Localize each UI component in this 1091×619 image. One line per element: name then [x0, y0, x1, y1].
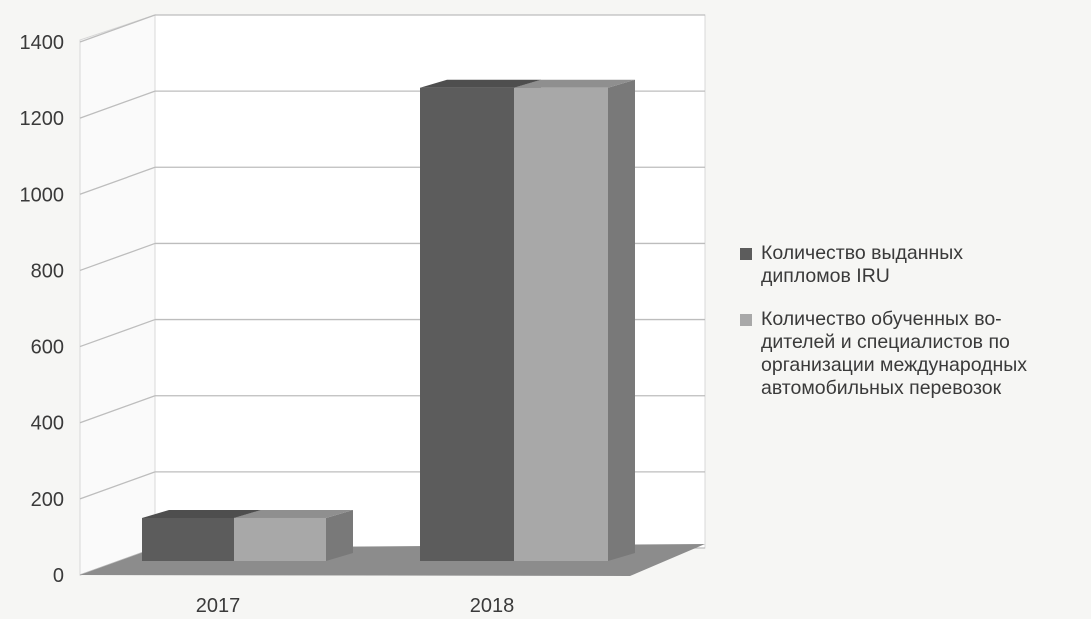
- side-wall: [79, 14, 156, 576]
- bar-1-2017: [234, 510, 353, 561]
- bar-front: [234, 517, 326, 561]
- bar-side: [608, 79, 635, 561]
- gridline-side: [79, 242, 156, 272]
- legend-label-line: Количество выданных: [761, 242, 963, 264]
- legend-label-line: организации международных: [761, 354, 1027, 376]
- legend-label: Количество обученных во-дителей и специа…: [761, 308, 1027, 399]
- legend-label-line: дипломов IRU: [761, 265, 890, 287]
- bar-front: [420, 87, 514, 561]
- legend-swatch: [740, 248, 752, 260]
- bar-1-2018: [514, 79, 635, 561]
- bar-top: [514, 79, 635, 88]
- legend-label-line: Количество обученных во-: [761, 308, 1002, 330]
- y-tick-label: 800: [31, 260, 64, 282]
- x-tick-label: 2018: [470, 595, 515, 617]
- gridline-side: [79, 395, 156, 424]
- legend-label-line: автомобильных перевозок: [761, 377, 1002, 399]
- bar-side: [326, 510, 353, 561]
- y-tick-label: 1000: [20, 184, 65, 206]
- gridline-side: [79, 14, 156, 43]
- y-tick-label: 600: [31, 337, 64, 359]
- legend-label-line: дителей и специалистов по: [761, 331, 1010, 353]
- y-tick-label: 0: [53, 565, 64, 587]
- y-tick-label: 1400: [20, 32, 65, 54]
- y-tick-label: 1200: [20, 108, 65, 130]
- legend-swatch: [740, 314, 752, 326]
- gridline-side: [79, 471, 156, 500]
- y-tick-label: 200: [31, 489, 64, 511]
- x-tick-label: 2017: [196, 595, 241, 617]
- bar-front: [142, 517, 234, 561]
- y-tick-label: 400: [31, 413, 64, 435]
- bar-top: [142, 510, 261, 518]
- legend-label: Количество выданных дипломов IRU: [761, 242, 963, 287]
- bar-top: [234, 510, 353, 518]
- gridline-side: [79, 166, 156, 195]
- gridline-side: [79, 90, 156, 119]
- bar-top: [420, 79, 541, 88]
- bar-front: [514, 87, 608, 561]
- gridline-side: [79, 318, 156, 348]
